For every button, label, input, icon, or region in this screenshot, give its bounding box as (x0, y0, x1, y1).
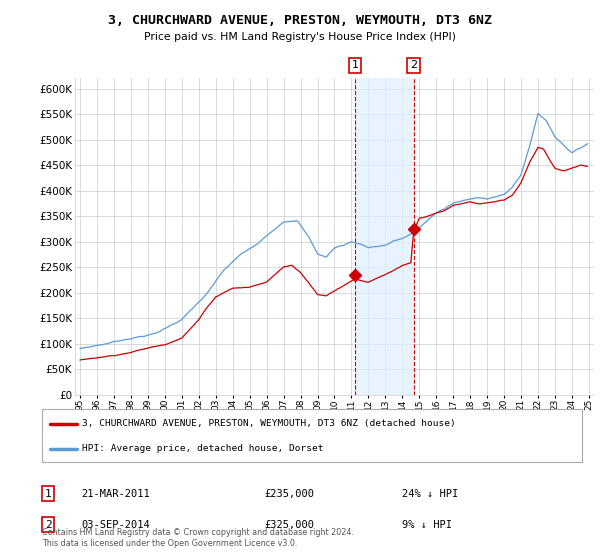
Text: £325,000: £325,000 (264, 520, 314, 530)
Text: £235,000: £235,000 (264, 489, 314, 499)
Text: 3, CHURCHWARD AVENUE, PRESTON, WEYMOUTH, DT3 6NZ (detached house): 3, CHURCHWARD AVENUE, PRESTON, WEYMOUTH,… (83, 419, 456, 428)
Text: 1: 1 (352, 60, 359, 71)
Text: HPI: Average price, detached house, Dorset: HPI: Average price, detached house, Dors… (83, 444, 324, 453)
Text: 21-MAR-2011: 21-MAR-2011 (81, 489, 150, 499)
Text: 1: 1 (44, 489, 52, 499)
Text: 24% ↓ HPI: 24% ↓ HPI (402, 489, 458, 499)
Text: Contains HM Land Registry data © Crown copyright and database right 2024.
This d: Contains HM Land Registry data © Crown c… (42, 528, 354, 548)
Text: 2: 2 (44, 520, 52, 530)
Text: 03-SEP-2014: 03-SEP-2014 (81, 520, 150, 530)
Text: 9% ↓ HPI: 9% ↓ HPI (402, 520, 452, 530)
Text: Price paid vs. HM Land Registry's House Price Index (HPI): Price paid vs. HM Land Registry's House … (144, 32, 456, 43)
Bar (355, 78, 414, 395)
Text: 3, CHURCHWARD AVENUE, PRESTON, WEYMOUTH, DT3 6NZ: 3, CHURCHWARD AVENUE, PRESTON, WEYMOUTH,… (108, 14, 492, 27)
Text: 2: 2 (410, 60, 417, 71)
